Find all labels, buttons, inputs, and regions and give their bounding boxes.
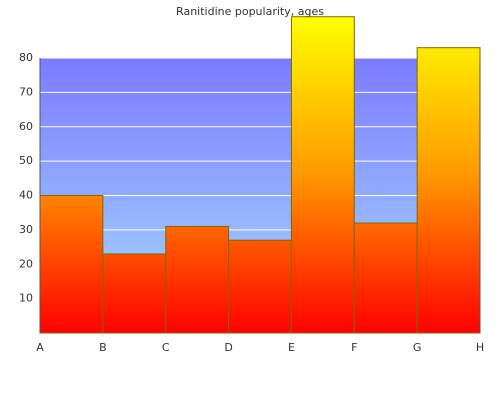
y-tick-label: 70 (19, 85, 33, 98)
x-tick-label: C (162, 341, 170, 354)
bar (102, 253, 167, 334)
y-tick-label: 10 (19, 292, 33, 305)
x-tick-label: B (99, 341, 107, 354)
y-tick-label: 60 (19, 120, 33, 133)
y-tick-label: 50 (19, 154, 33, 167)
bar (290, 16, 355, 334)
y-tick-label: 20 (19, 257, 33, 270)
bar (228, 239, 292, 334)
x-tick-label: A (36, 341, 44, 354)
y-tick-label: 80 (19, 51, 33, 64)
x-tick-label: F (351, 341, 357, 354)
x-tick-label: H (476, 341, 484, 354)
x-tick-label: D (224, 341, 232, 354)
bar (39, 195, 104, 334)
chart-title: Ranitidine popularity, ages (176, 5, 324, 18)
y-tick-label: 40 (19, 189, 33, 202)
bar (416, 47, 481, 334)
x-tick-label: E (288, 341, 295, 354)
x-tick-label: G (413, 341, 422, 354)
y-tick-label: 30 (19, 223, 33, 236)
bar (353, 222, 418, 334)
bar (165, 225, 230, 334)
